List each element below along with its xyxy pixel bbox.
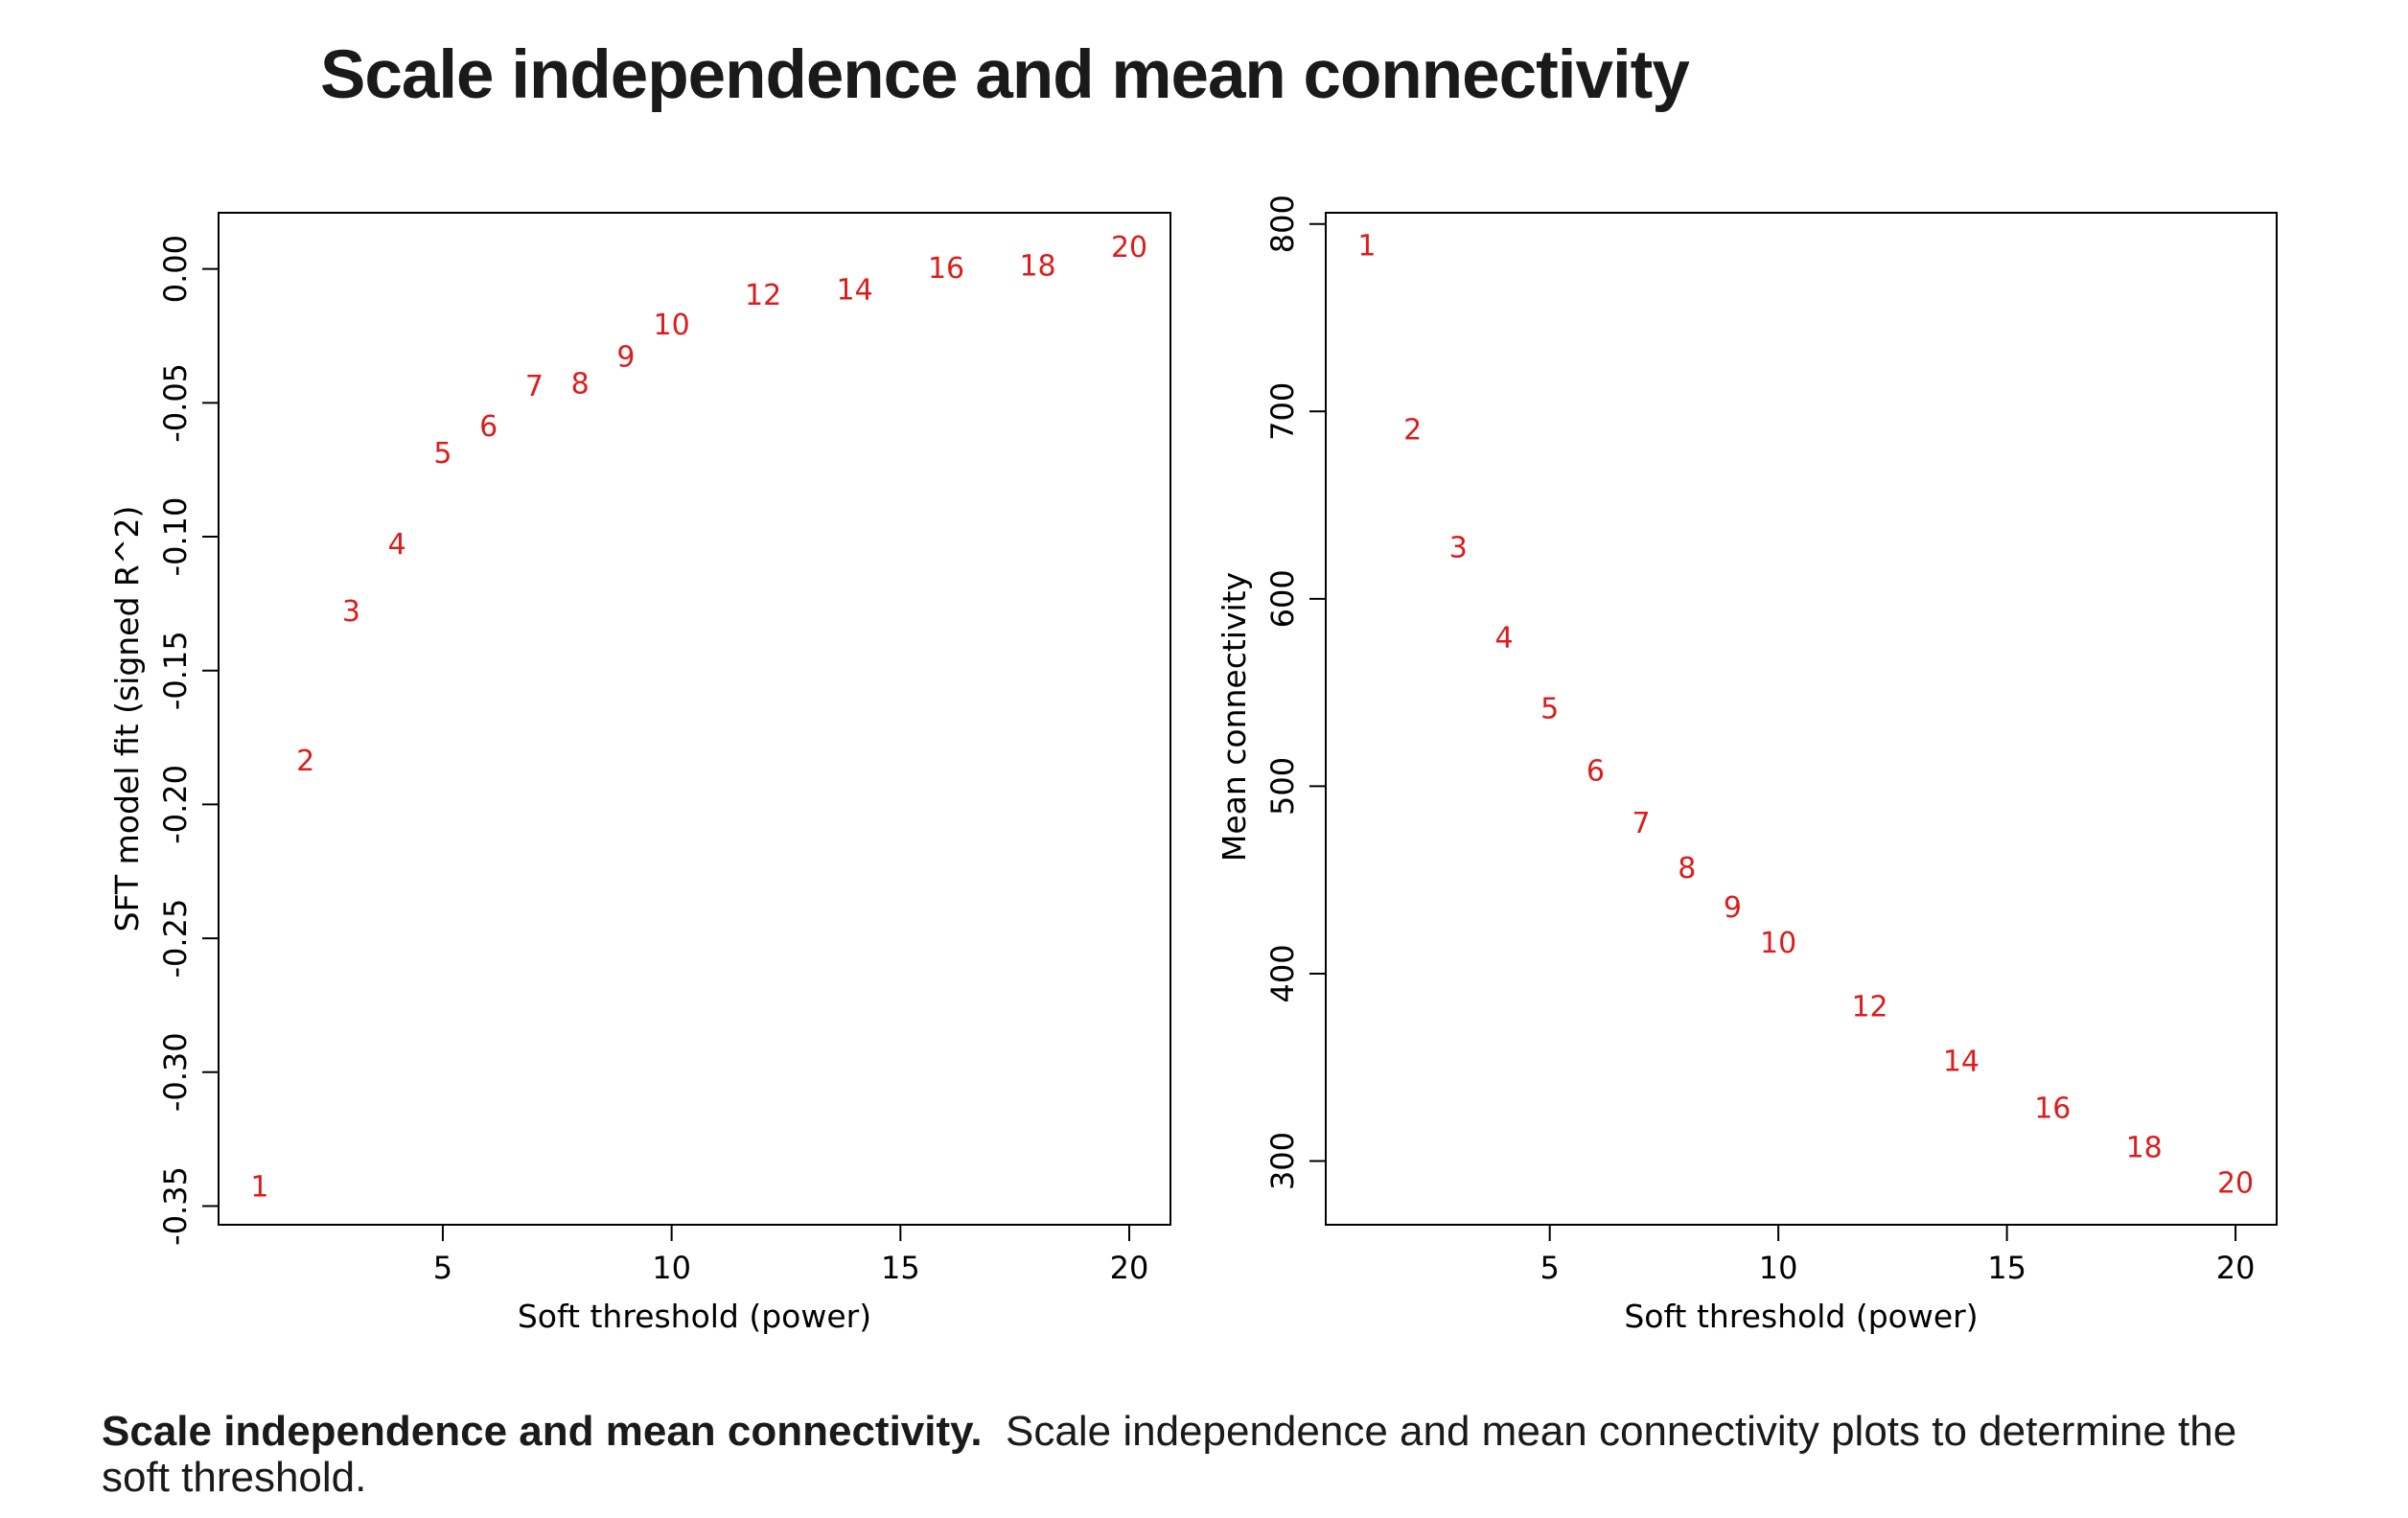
y-tick-label: -0.05 [157, 363, 194, 443]
x-axis-label: Soft threshold (power) [518, 1298, 871, 1335]
data-point-label: 10 [654, 309, 690, 342]
data-point-label: 12 [1851, 991, 1887, 1024]
data-point-label: 1 [1357, 230, 1376, 264]
x-axis: 5 10 15 20 [1540, 1224, 2256, 1286]
caption-text: Scale independence and mean connectivity… [102, 1408, 2237, 1501]
data-point-label: 20 [1111, 231, 1147, 264]
y-tick-label: -0.10 [157, 497, 194, 577]
data-point-label: 12 [745, 279, 781, 312]
x-axis: 5 10 15 20 [433, 1224, 1149, 1286]
data-point-label: 5 [1540, 693, 1559, 726]
data-point-label: 2 [296, 745, 314, 778]
x-tick-label: 20 [2216, 1250, 2256, 1286]
data-point-label: 14 [836, 274, 872, 308]
data-point-label: 1 [250, 1170, 268, 1204]
y-tick-label: 600 [1264, 569, 1301, 628]
data-point-label: 16 [2034, 1092, 2071, 1125]
x-axis-label: Soft threshold (power) [1624, 1298, 1978, 1335]
data-point-label: 2 [1403, 413, 1422, 447]
data-point-label: 6 [1586, 754, 1605, 788]
data-point-label: 8 [571, 367, 590, 401]
y-tick-label: 300 [1264, 1132, 1301, 1190]
data-point-label: 3 [342, 595, 360, 629]
caption-title: Scale independence and mean connectivity… [102, 1408, 983, 1455]
y-tick-label: 0.00 [157, 235, 194, 303]
data-point-label: 8 [1678, 852, 1696, 886]
x-tick-label: 10 [1759, 1250, 1798, 1286]
x-tick-label: 15 [881, 1250, 920, 1286]
data-point-label: 18 [2126, 1131, 2163, 1164]
y-tick-label: -0.25 [157, 899, 194, 978]
plot-frame [1325, 212, 2278, 1226]
data-point-label: 4 [1494, 621, 1513, 655]
y-tick-label: -0.35 [157, 1166, 194, 1246]
data-point-label: 9 [616, 340, 635, 374]
x-tick-label: 5 [433, 1250, 452, 1286]
data-point-label: 18 [1019, 249, 1055, 283]
y-axis-label: SFT model fit (signed R^2) [108, 506, 146, 932]
y-tick-label: 800 [1264, 195, 1301, 253]
data-point-label: 7 [1632, 807, 1651, 840]
x-tick-label: 10 [652, 1250, 691, 1286]
y-axis: -0.35 -0.30 -0.25 -0.20 -0.15 -0.10 -0.05 0.00 [157, 235, 220, 1246]
y-tick-label: -0.20 [157, 765, 194, 844]
data-point-label: 7 [525, 370, 544, 403]
data-point-label: 6 [479, 410, 498, 444]
data-point-label: 14 [1943, 1045, 1980, 1078]
y-tick-label: -0.30 [157, 1032, 194, 1112]
data-point-label: 16 [928, 252, 964, 286]
x-tick-label: 20 [1110, 1250, 1149, 1286]
y-axis-label: Mean connectivity [1216, 572, 1253, 862]
y-tick-label: 500 [1264, 757, 1301, 816]
y-tick-label: 700 [1264, 382, 1301, 441]
y-tick-label: -0.15 [157, 631, 194, 710]
plot-frame [218, 212, 1171, 1226]
y-tick-label: 400 [1264, 944, 1301, 1002]
data-point-label: 4 [388, 528, 406, 562]
data-point-label: 10 [1760, 927, 1796, 960]
page-title: Scale independence and mean connectivity [320, 37, 1690, 113]
data-point-label: 3 [1449, 532, 1468, 565]
y-axis: 300 400 500 600 700 800 [1264, 195, 1327, 1190]
x-tick-label: 5 [1540, 1250, 1560, 1286]
x-tick-label: 15 [1987, 1250, 2026, 1286]
data-point-label: 5 [433, 437, 452, 471]
data-point-label: 20 [2217, 1166, 2254, 1200]
figure-caption: Scale independence and mean connectivity… [102, 1409, 2306, 1501]
data-point-label: 9 [1724, 891, 1742, 925]
